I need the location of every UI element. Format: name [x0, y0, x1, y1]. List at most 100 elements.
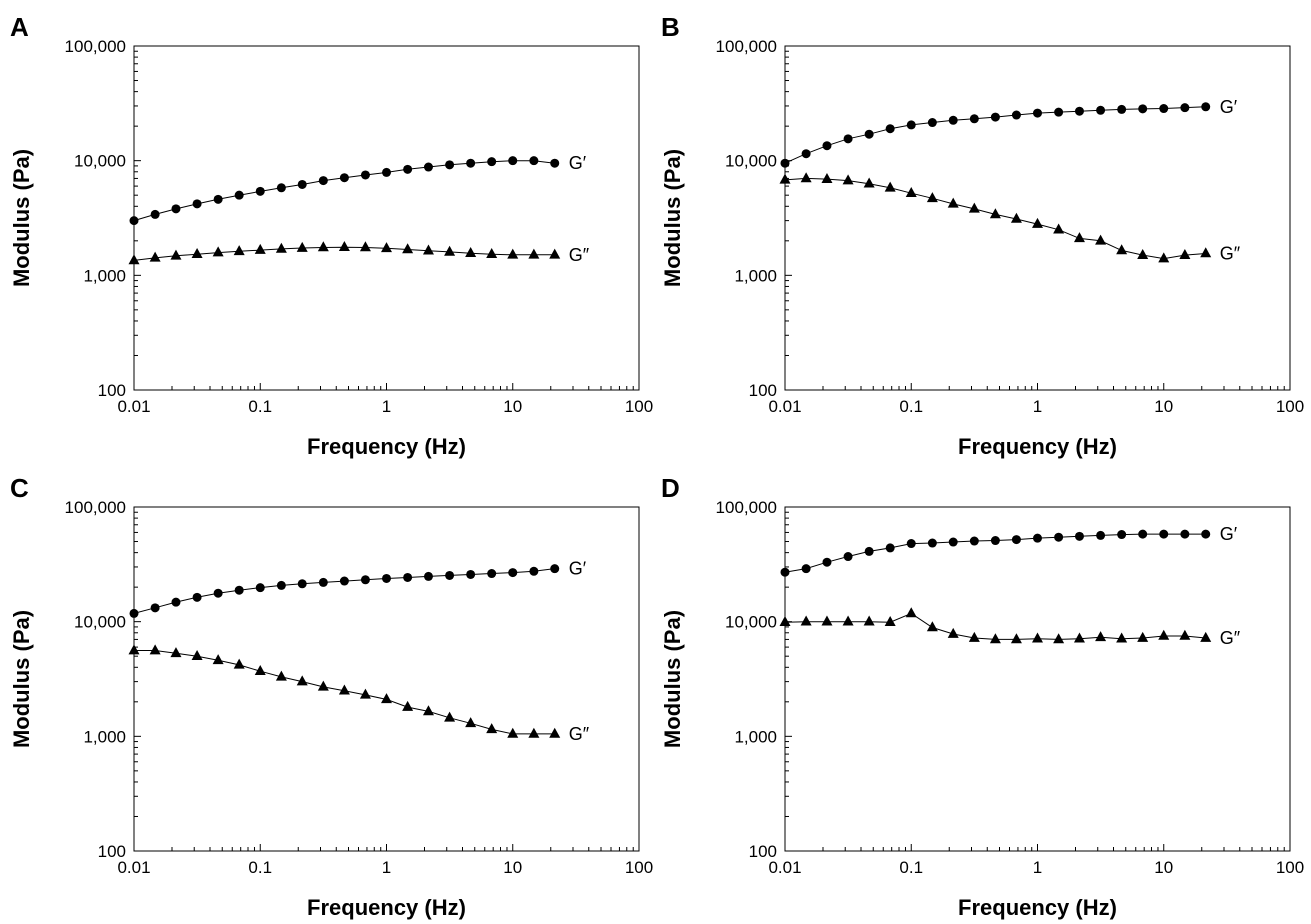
data-point-triangle	[1116, 244, 1128, 255]
data-point-circle	[864, 546, 874, 556]
data-point-triangle	[402, 700, 414, 711]
data-point-triangle	[968, 202, 980, 213]
x-tick-label: 0.1	[899, 397, 923, 416]
data-point-circle	[948, 537, 958, 547]
data-point-circle	[822, 557, 832, 567]
data-point-triangle	[149, 251, 161, 262]
data-point-triangle	[863, 177, 875, 188]
data-point-triangle	[507, 248, 519, 259]
y-axis-title: Modulus (Pa)	[9, 149, 34, 287]
data-point-triangle	[1073, 632, 1085, 643]
data-point-circle	[1096, 530, 1106, 540]
data-point-circle	[948, 115, 958, 125]
data-point-triangle	[549, 248, 561, 259]
x-axis-title: Frequency (Hz)	[958, 434, 1117, 459]
data-point-triangle	[926, 621, 938, 632]
data-point-circle	[192, 199, 202, 209]
series-label: G′	[569, 559, 587, 579]
data-point-triangle	[359, 688, 371, 699]
y-tick-label: 100	[749, 842, 777, 861]
x-tick-label: 10	[503, 397, 522, 416]
y-tick-label: 1,000	[734, 266, 777, 285]
data-point-circle	[234, 190, 244, 200]
data-point-triangle	[779, 173, 791, 184]
x-tick-label: 0.01	[768, 397, 801, 416]
data-point-triangle	[884, 615, 896, 626]
data-point-triangle	[338, 240, 350, 251]
data-point-circle	[213, 194, 223, 204]
data-point-triangle	[1032, 632, 1043, 643]
x-tick-label: 0.1	[248, 858, 272, 877]
x-tick-label: 100	[1276, 397, 1304, 416]
data-point-circle	[969, 536, 979, 546]
x-tick-label: 0.01	[768, 858, 801, 877]
data-point-circle	[508, 568, 518, 578]
data-point-triangle	[254, 243, 266, 254]
data-point-triangle	[381, 693, 392, 704]
data-point-triangle	[1179, 629, 1191, 640]
data-point-triangle	[842, 615, 854, 626]
data-point-triangle	[422, 244, 434, 255]
data-point-circle	[1201, 102, 1211, 112]
data-point-circle	[339, 173, 349, 183]
data-point-triangle	[233, 245, 245, 256]
data-point-circle	[801, 564, 811, 574]
y-tick-label: 10,000	[725, 152, 777, 171]
data-point-circle	[171, 597, 181, 607]
series-label: G′	[1220, 97, 1238, 117]
x-axis-title: Frequency (Hz)	[307, 434, 466, 459]
data-point-triangle	[128, 254, 140, 265]
data-point-triangle	[444, 245, 456, 256]
y-axis-title: Modulus (Pa)	[660, 610, 685, 748]
data-point-circle	[255, 186, 265, 196]
panel-letter: D	[661, 473, 680, 503]
chart-panel-a: 0.01 0.1 1 10 100 100 1,000 10,000 100,000 Freque…	[9, 12, 653, 459]
y-tick-label: 100	[98, 842, 126, 861]
series-label: G″	[569, 724, 590, 744]
data-point-triangle	[275, 242, 287, 253]
data-point-triangle	[402, 243, 414, 254]
data-point-circle	[1117, 530, 1127, 540]
data-point-triangle	[465, 246, 477, 257]
x-tick-label: 100	[625, 397, 653, 416]
data-point-triangle	[1158, 252, 1170, 263]
data-point-triangle	[444, 711, 456, 722]
data-point-triangle	[905, 187, 917, 198]
x-tick-label: 1	[382, 397, 391, 416]
data-point-circle	[822, 141, 832, 151]
data-point-circle	[466, 158, 476, 168]
y-tick-label: 100,000	[716, 498, 777, 517]
data-point-triangle	[212, 654, 224, 665]
data-point-circle	[129, 216, 139, 226]
data-point-circle	[843, 552, 853, 562]
y-tick-label: 10,000	[725, 613, 777, 632]
data-point-triangle	[1137, 248, 1149, 259]
y-tick-label: 100,000	[65, 498, 126, 517]
data-point-circle	[234, 585, 244, 595]
data-point-circle	[1033, 533, 1042, 543]
series-label: G′	[569, 153, 587, 173]
data-point-triangle	[1095, 234, 1107, 245]
data-point-circle	[150, 603, 160, 613]
x-tick-label: 100	[1276, 858, 1304, 877]
data-point-triangle	[254, 664, 266, 675]
data-point-circle	[360, 575, 370, 585]
data-point-circle	[382, 573, 391, 583]
data-point-triangle	[821, 615, 833, 626]
data-point-circle	[529, 566, 539, 576]
data-point-circle	[1054, 532, 1064, 542]
data-point-triangle	[317, 241, 329, 252]
data-point-circle	[1180, 529, 1190, 539]
data-point-triangle	[1200, 247, 1212, 258]
data-point-circle	[550, 564, 560, 574]
data-point-triangle	[842, 174, 854, 185]
data-point-circle	[445, 570, 455, 580]
data-point-circle	[906, 539, 916, 549]
x-tick-label: 0.01	[117, 858, 150, 877]
data-point-circle	[1011, 110, 1021, 120]
data-point-triangle	[422, 705, 434, 716]
data-point-triangle	[905, 607, 917, 618]
data-point-circle	[318, 176, 328, 186]
data-point-circle	[1074, 531, 1084, 541]
panel-letter: C	[10, 473, 29, 503]
